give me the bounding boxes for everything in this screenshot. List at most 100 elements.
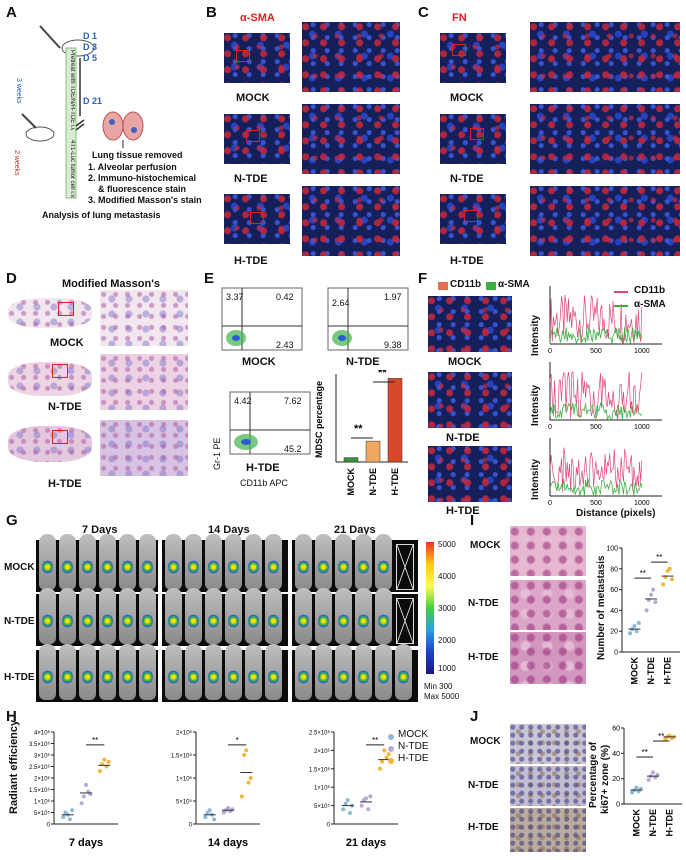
data-point [661,582,666,587]
g-row-ntde: N-TDE [4,616,35,627]
mdsc-bar [365,440,381,463]
timeline-bar-label-1: Pretreat with TDE/N/H-TDE i.v. injection [69,50,75,130]
mouse-image [225,644,242,700]
panel-a-label: A [6,4,17,21]
masson-zoom-ntde [100,354,188,410]
q-e3-ul: 4.42 [234,396,252,406]
scatter-y-tick-label: 1.5×10⁶ [29,787,51,794]
zoom-box [250,212,264,224]
cd11b-trace [549,371,643,420]
mouse-image [59,644,76,700]
h-day-label: 7 days [69,837,103,849]
mouse-image [99,534,116,590]
f-xtick: 1000 [634,500,650,507]
q-e2-lr: 9.38 [384,340,402,350]
period-label-2: 2 weeks [13,150,20,176]
masson-zoom-mock [100,290,188,346]
asma-trace [549,478,643,497]
step-4: 3. Modified Masson's stain [88,195,202,205]
ki67-scatter: 0 20 40 60 MOCK N-TDE H-TDE ** ** [612,726,682,837]
data-point [364,796,368,801]
g-day-21: 21 Days [334,524,376,536]
analysis-footer: Analysis of lung metastasis [42,210,161,220]
mouse-image [205,644,222,700]
fluo-thumb-b-htde [224,194,290,244]
g-day-7: 7 Days [82,524,118,536]
data-point [632,624,637,628]
scale-tick-4000: 4000 [438,572,456,581]
panel-c-label: C [418,4,429,21]
he-image-ntde [510,580,586,630]
bioluminescence-signal [62,614,73,628]
imaging-panel [292,588,418,646]
mouse-image [375,588,392,644]
mouse-image [225,534,242,590]
data-point [359,803,364,808]
f-image-htde [428,446,512,502]
scatter-y-tick-label: 4×10⁶ [34,730,51,737]
scatter-y-tick-label: 1×10⁶ [314,785,331,792]
scatter-y-tick-label: 40 [610,608,618,615]
bioluminescence-signal [122,670,133,684]
g-day-14: 14 Days [208,524,250,536]
mouse-image [205,588,222,644]
legend-line-asma [614,305,628,307]
mouse-image [119,644,136,700]
bioluminescence-signal [248,560,259,574]
legend-img-cd11b: CD11b [450,279,482,290]
mouse-image [185,644,202,700]
bioluminescence-signal [102,614,113,628]
he-image-htde [510,632,586,684]
f-label-ntde: N-TDE [446,432,480,444]
cd11b-trace [549,294,643,345]
scatter-category-label: H-TDE [665,809,675,837]
panel-a-diagram [21,25,144,199]
data-point [634,629,639,634]
scale-tick-5000: 5000 [438,540,456,549]
bioluminescence-signal [268,614,279,628]
row-label-b-ntde: N-TDE [234,173,268,185]
bioluminescence-signal [82,670,93,684]
mdsc-bar [343,457,359,463]
mouse-image [245,534,262,590]
imaging-panel [162,644,288,702]
panel-g-label: G [6,512,18,529]
zoom-box [52,364,68,378]
g-row-htde: H-TDE [4,672,35,683]
missing-mouse-placeholder [396,598,414,644]
bioluminescence-signal [358,614,369,628]
data-point [239,794,244,799]
zoom-box [452,44,466,56]
mouse-image [315,588,332,644]
lung-removed-label: Lung tissue removed [92,150,183,160]
bioluminescence-signal [338,560,349,574]
data-point [636,620,641,625]
panel-j-label: J [470,708,479,725]
imaging-panel [162,534,288,592]
mouse-image [139,534,156,590]
f-image-ntde [428,372,512,428]
legend-asma: α-SMA [634,299,666,310]
imaging-panel [36,534,158,592]
flow-cytometry-plots [221,287,409,455]
scatter-y-tick-label: 5×10⁵ [314,803,331,810]
row-label-d-mock: MOCK [50,337,84,349]
scatter-y-tick-label: 0 [189,823,193,829]
bioluminescence-signal [318,670,329,684]
flow-ylabel: Gr-1 PE [212,437,222,470]
f-xtick: 0 [548,424,552,431]
data-point [628,631,633,636]
bioluminescence-signal [298,614,309,628]
mouse-image [39,534,56,590]
bioluminescence-signal [268,560,279,574]
data-point [343,801,348,806]
bioluminescence-signal [62,560,73,574]
bioluminescence-signal [42,670,53,684]
data-point [649,592,653,597]
row-label-b-htde: H-TDE [234,255,268,267]
day-label-2: D 3 [83,42,98,52]
ihc-image-ntde [510,766,586,806]
mouse-image [185,588,202,644]
panel-h-label: H [6,708,17,725]
bioluminescence-signal [188,614,199,628]
